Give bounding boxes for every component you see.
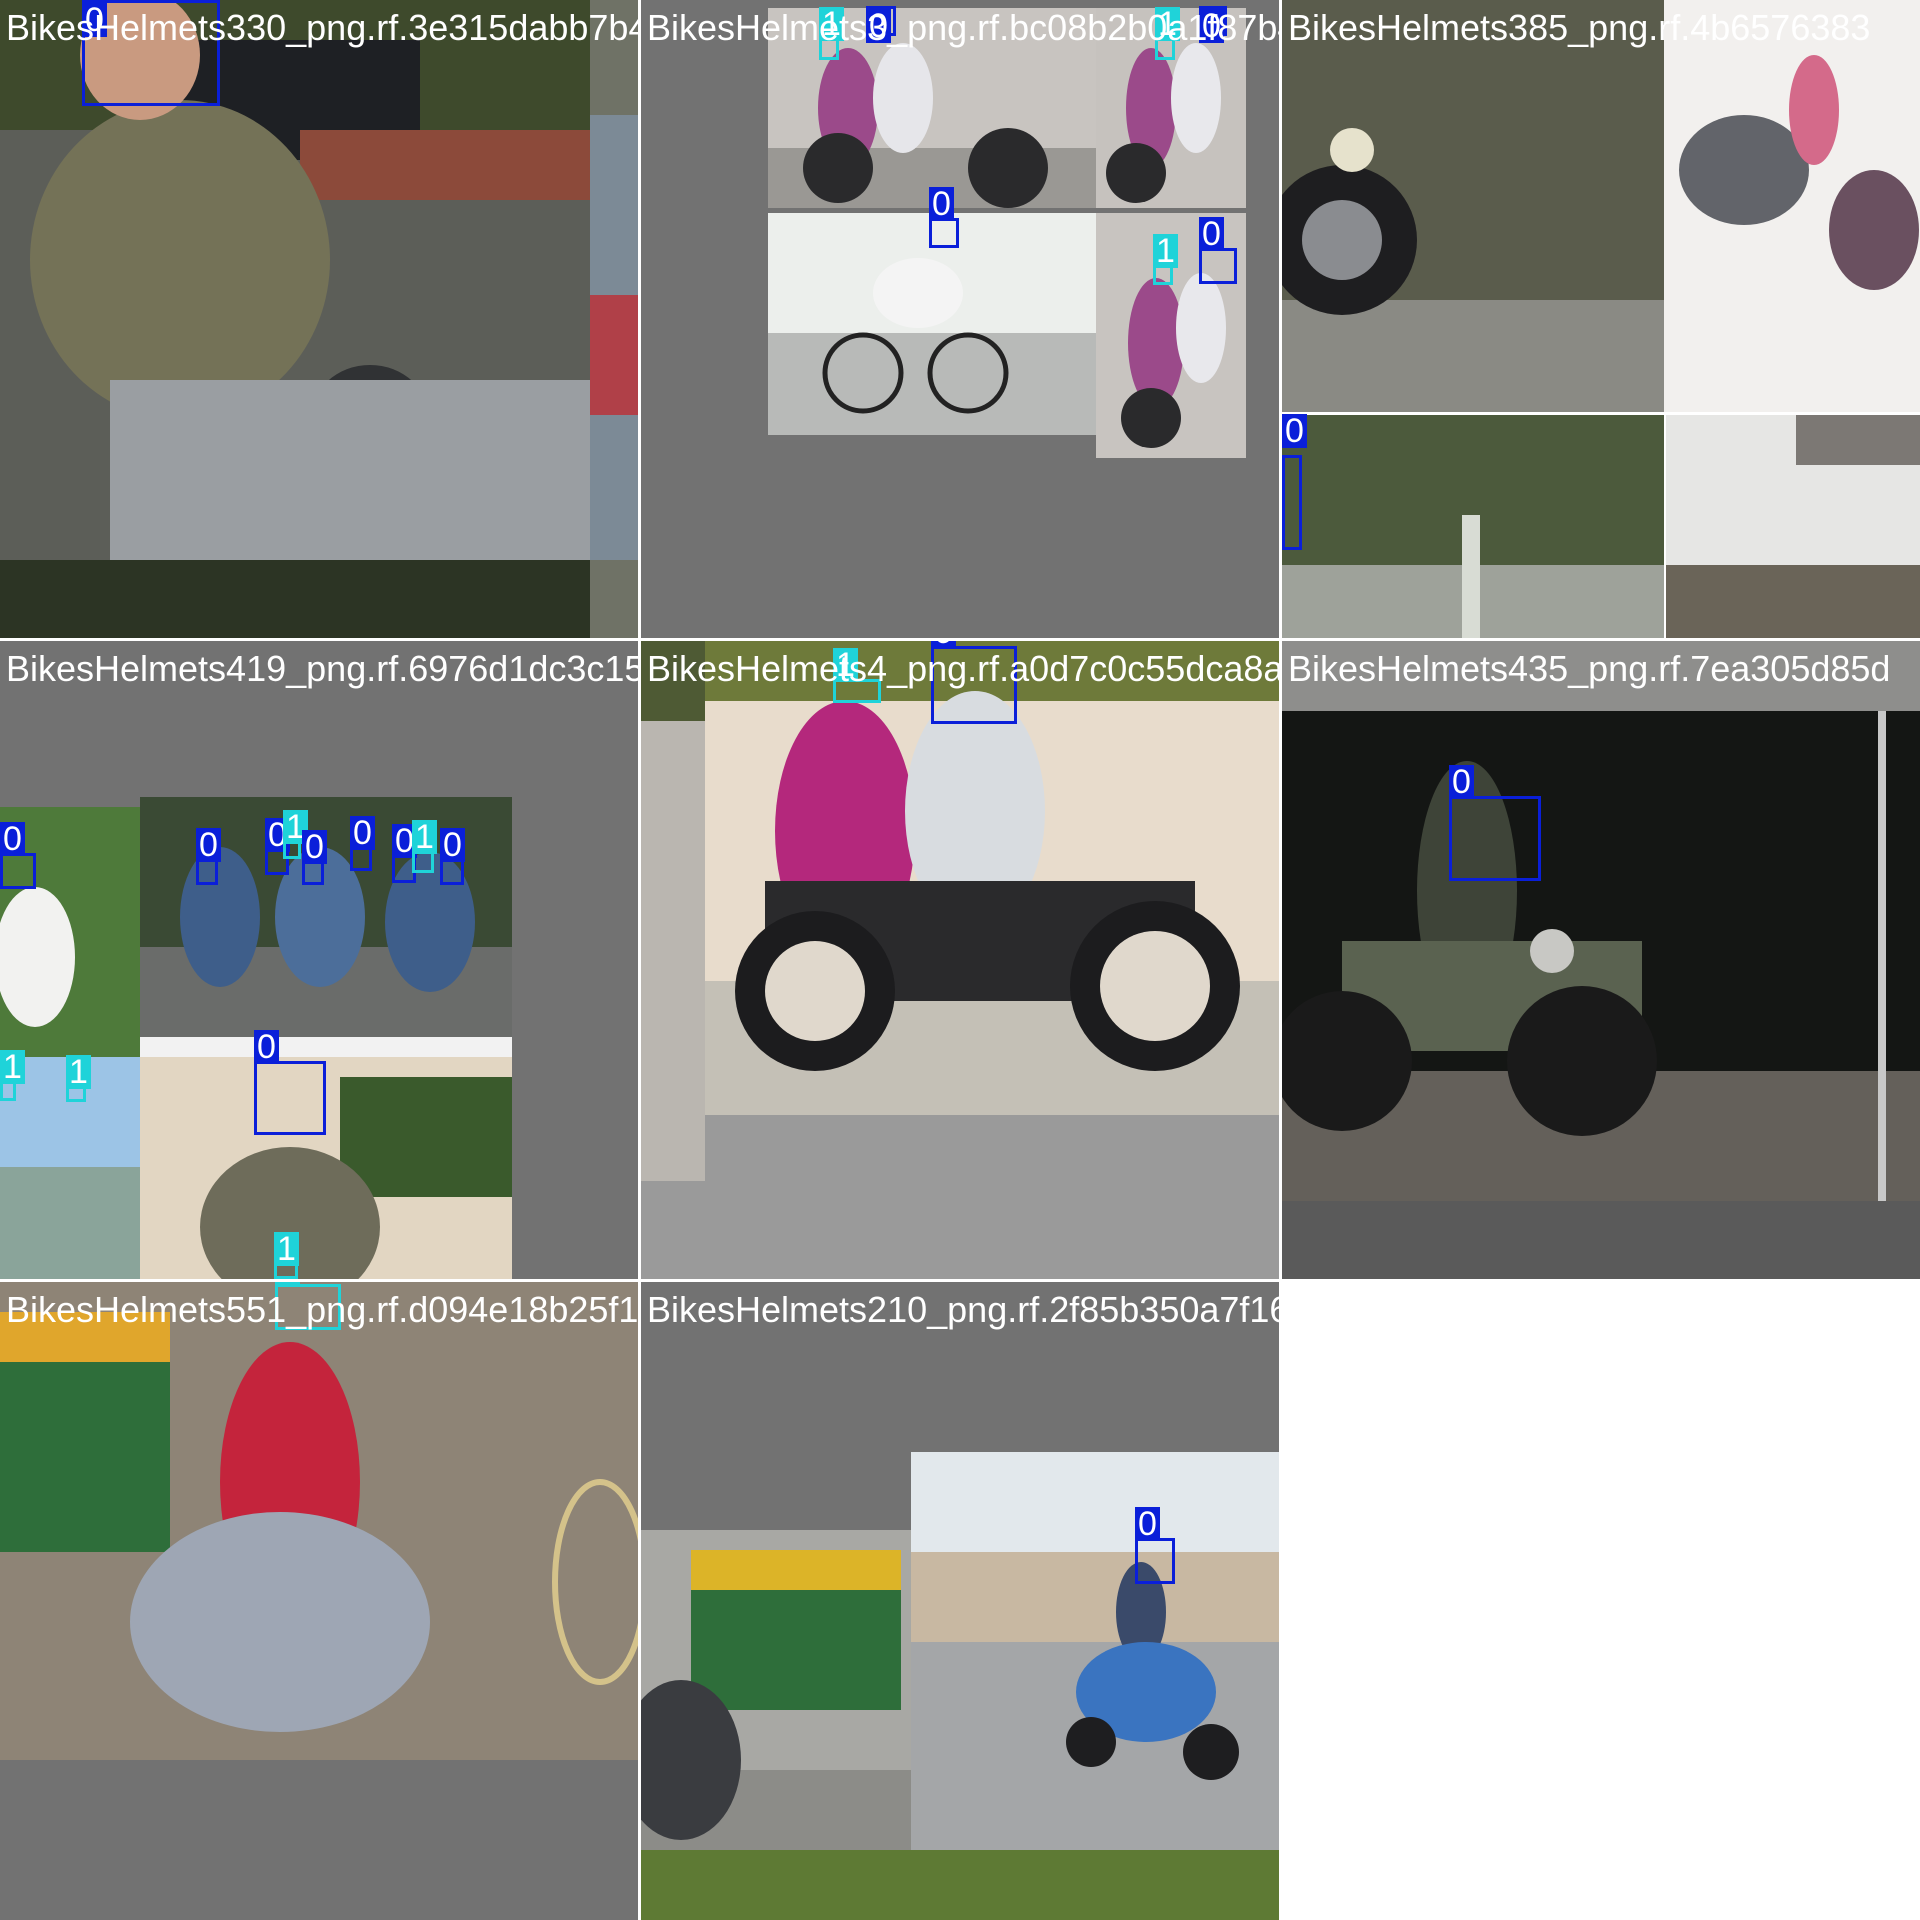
bounding-box: 0 [866, 6, 896, 43]
photo-helmet-man-small [140, 1057, 512, 1279]
bounding-box: 0 [929, 187, 959, 248]
tile-title: BikesHelmets4_png.rf.a0d7c0c55dca8a478b [647, 648, 1279, 689]
photo-strip-bottom [0, 560, 590, 638]
class-label: 1 [819, 7, 844, 41]
class-label: 0 [254, 1030, 279, 1064]
class-label: 0 [302, 830, 327, 864]
class-label: 1 [274, 1232, 299, 1266]
class-label: 1 [833, 648, 858, 682]
class-label: 0 [82, 3, 107, 37]
bounding-box: 1 [275, 1282, 341, 1330]
class-label: 0 [350, 816, 375, 850]
class-label: 1 [1153, 234, 1178, 268]
class-label: 0 [440, 828, 465, 862]
class-label: 0 [1449, 765, 1474, 799]
class-label: 1 [1155, 7, 1180, 41]
photo-pavement-strip [641, 641, 705, 1181]
photo-cyclist [768, 213, 1096, 435]
mosaic-tile-8: BikesHelmets210_png.rf.2f85b350a7f16a9f5… [641, 1282, 1279, 1920]
class-label: 0 [931, 641, 956, 649]
bounding-box: 1 [0, 1050, 25, 1101]
bounding-box: 0 [350, 816, 375, 871]
bounding-box: 0 [254, 1030, 326, 1135]
photo-pedestrians [0, 1057, 140, 1279]
tile-title: BikesHelmets385_png.rf.4b6576383 [1288, 7, 1871, 48]
bounding-box: 0 [196, 828, 221, 885]
bounding-box: 0 [440, 828, 465, 885]
mosaic-tile-2: BikesHelmets3_png.rf.bc08b2b0a1f87b4972 … [641, 0, 1279, 638]
bounding-box: 0 [0, 822, 36, 889]
tile-title: BikesHelmets210_png.rf.2f85b350a7f16a9f5 [647, 1289, 1279, 1330]
photo-two-riders-large [705, 641, 1279, 1115]
bounding-box: 1 [412, 820, 437, 873]
photo-scooters [1664, 0, 1920, 412]
class-label: 1 [283, 810, 308, 844]
class-label: 0 [1199, 9, 1224, 43]
bounding-box: 0 [1135, 1507, 1175, 1584]
photo-two-riders-copy [1096, 8, 1246, 208]
tile-title: BikesHelmets419_png.rf.6976d1dc3c15c2f20 [6, 648, 638, 689]
mosaic-tile-7: BikesHelmets551_png.rf.d094e18b25f1bc89a… [0, 1282, 638, 1920]
class-label: 1 [275, 1282, 300, 1287]
class-label: 1 [0, 1050, 25, 1084]
class-label: 0 [196, 828, 221, 862]
tile-title: BikesHelmets330_png.rf.3e315dabb7b4c6f42 [6, 7, 638, 48]
bounding-box: 0 [1199, 217, 1237, 284]
photo-cafe-racer [1282, 641, 1920, 1201]
photo-auto-rickshaw [641, 1530, 911, 1850]
bounding-box: 1 [1153, 234, 1178, 285]
bounding-box: 0 [931, 641, 1017, 724]
class-label: 0 [0, 822, 25, 856]
class-label: 0 [1282, 414, 1307, 448]
bounding-box: 1 [274, 1232, 299, 1279]
photo-scooter-rider-red [0, 1282, 638, 1760]
class-label: 0 [866, 9, 891, 43]
photo-fence-trees [1282, 415, 1664, 638]
photo-two-riders [768, 8, 1096, 208]
bounding-box: 0 [1282, 414, 1307, 550]
bounding-box: 0 [302, 830, 327, 885]
class-label: 1 [66, 1055, 91, 1089]
bounding-box: 1 [66, 1055, 91, 1102]
photo-motorcycle-wheel [1282, 0, 1664, 412]
mosaic-tile-4: BikesHelmets419_png.rf.6976d1dc3c15c2f20… [0, 641, 638, 1279]
tile-title: BikesHelmets3_png.rf.bc08b2b0a1f87b4972 [647, 7, 1279, 48]
bounding-box: 1 [833, 648, 881, 703]
class-label: 0 [1135, 1507, 1160, 1541]
photo-scooter-rider [0, 0, 590, 560]
bounding-box: 1 [1155, 7, 1180, 60]
bounding-box: 0 [1199, 6, 1227, 43]
photo-strip-right [590, 115, 638, 560]
bounding-box: 1 [283, 810, 308, 859]
class-label: 0 [1199, 217, 1224, 251]
photo-building-corner [1666, 415, 1920, 638]
bounding-box: 0 [1449, 765, 1541, 881]
tile-title: BikesHelmets551_png.rf.d094e18b25f1bc89a [6, 1289, 638, 1330]
photo-blurred-grass [641, 1850, 1279, 1920]
mosaic-tile-3: BikesHelmets385_png.rf.4b6576383 0 [1282, 0, 1920, 638]
mosaic-tile-5: BikesHelmets4_png.rf.a0d7c0c55dca8a478b … [641, 641, 1279, 1279]
bounding-box: 1 [819, 7, 844, 60]
mosaic-tile-1: BikesHelmets330_png.rf.3e315dabb7b4c6f42… [0, 0, 638, 638]
photo-scooter-blue [911, 1452, 1279, 1850]
mosaic-tile-6: BikesHelmets435_png.rf.7ea305d85d 0 [1282, 641, 1920, 1279]
class-label: 0 [929, 187, 954, 221]
tile-title: BikesHelmets435_png.rf.7ea305d85d [1288, 648, 1891, 689]
bounding-box: 0 [82, 0, 220, 106]
class-label: 1 [412, 820, 437, 854]
